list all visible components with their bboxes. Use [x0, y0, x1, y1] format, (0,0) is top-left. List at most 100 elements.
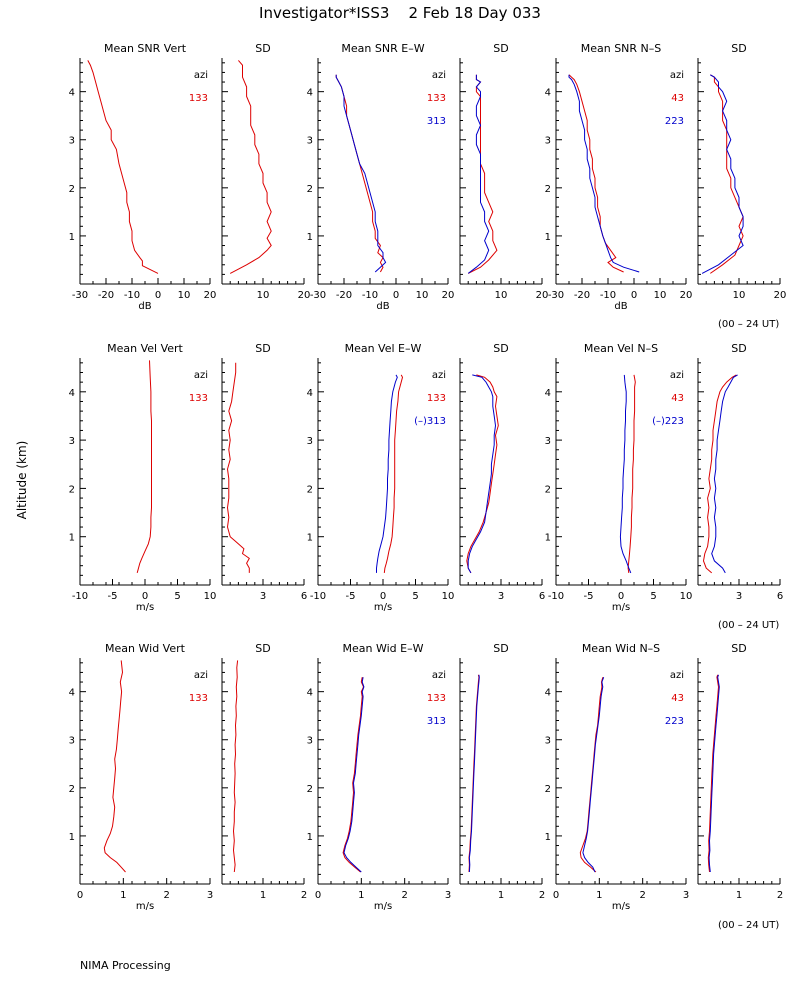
x-tick-label: 6 — [539, 591, 545, 602]
x-tick-label: 20 — [204, 290, 217, 301]
x-tick-label: 20 — [680, 290, 693, 301]
y-tick-label: 2 — [545, 484, 551, 495]
series-line — [707, 674, 720, 873]
time-range-row2: (00 – 24 UT) — [718, 620, 780, 631]
y-tick-label: 3 — [69, 736, 75, 747]
legend-entry: 223 — [665, 116, 684, 127]
x-tick-label: 6 — [777, 591, 783, 602]
legend-azi: azi — [432, 70, 446, 81]
x-axis-label: dB — [138, 301, 151, 312]
x-tick-label: 2 — [539, 890, 545, 901]
legend-entry: 133 — [189, 693, 208, 704]
series-line — [232, 660, 239, 873]
x-tick-label: 3 — [736, 591, 742, 602]
x-tick-label: 2 — [777, 890, 783, 901]
series-line — [383, 374, 404, 573]
x-tick-label: -5 — [108, 591, 118, 602]
legend-entry: 133 — [427, 393, 446, 404]
y-tick-label: 1 — [307, 533, 313, 544]
legend-azi: azi — [432, 370, 446, 381]
series-line — [701, 74, 744, 274]
x-tick-label: 3 — [260, 591, 266, 602]
y-tick-label: 4 — [69, 388, 75, 399]
x-tick-label: 0 — [631, 290, 637, 301]
panel-title: Mean SNR N–S — [581, 42, 662, 55]
panel-title: Mean Vel N–S — [584, 342, 658, 355]
x-tick-label: -10 — [310, 591, 326, 602]
series-line — [226, 362, 250, 573]
series-line — [702, 374, 737, 574]
y-tick-label: 4 — [545, 88, 551, 99]
y-tick-label: 4 — [69, 88, 75, 99]
panel-title: SD — [255, 642, 270, 655]
x-tick-label: 10 — [442, 591, 455, 602]
x-tick-label: -10 — [548, 591, 564, 602]
panel-title: SD — [493, 342, 508, 355]
x-tick-label: 0 — [155, 290, 161, 301]
y-tick-label: 3 — [545, 136, 551, 147]
x-axis-label: m/s — [612, 602, 630, 613]
y-tick-label: 1 — [69, 832, 75, 843]
series-line — [568, 74, 640, 273]
panel-title: SD — [255, 342, 270, 355]
x-tick-label: -10 — [362, 290, 378, 301]
x-tick-label: 0 — [553, 890, 559, 901]
x-tick-label: 2 — [301, 890, 307, 901]
x-axis-label: m/s — [136, 901, 154, 912]
x-tick-label: -30 — [310, 290, 326, 301]
legend-azi: azi — [670, 370, 684, 381]
y-tick-label: 2 — [545, 784, 551, 795]
x-tick-label: -10 — [600, 290, 616, 301]
legend-entry: (–)313 — [414, 416, 446, 427]
series-line — [467, 74, 490, 274]
panel-title: Mean Wid Vert — [105, 642, 186, 655]
y-tick-label: 2 — [69, 784, 75, 795]
series-line — [568, 74, 624, 273]
x-tick-label: 20 — [774, 290, 787, 301]
x-tick-label: 0 — [315, 890, 321, 901]
x-axis-label: dB — [614, 301, 627, 312]
x-tick-label: 5 — [412, 591, 418, 602]
y-tick-label: 1 — [307, 832, 313, 843]
x-tick-label: 0 — [618, 591, 624, 602]
panel-title: SD — [493, 642, 508, 655]
y-tick-label: 4 — [307, 388, 313, 399]
series-line — [466, 374, 499, 574]
x-tick-label: -20 — [98, 290, 114, 301]
x-tick-label: -5 — [346, 591, 356, 602]
panel-title: SD — [731, 342, 746, 355]
y-tick-label: 2 — [307, 784, 313, 795]
y-tick-label: 1 — [545, 232, 551, 243]
legend-entry: 133 — [189, 93, 208, 104]
panel-title: SD — [255, 42, 270, 55]
panel-title: Mean Vel Vert — [107, 342, 183, 355]
x-tick-label: -20 — [336, 290, 352, 301]
x-tick-label: -10 — [72, 591, 88, 602]
x-tick-label: 2 — [639, 890, 645, 901]
y-tick-label: 2 — [69, 484, 75, 495]
legend-azi: azi — [194, 670, 208, 681]
x-tick-label: 1 — [596, 890, 602, 901]
legend-entry: 133 — [189, 393, 208, 404]
x-tick-label: 2 — [401, 890, 407, 901]
time-range-row1: (00 – 24 UT) — [718, 319, 780, 330]
y-tick-label: 3 — [545, 436, 551, 447]
legend-entry: (–)223 — [652, 416, 684, 427]
x-tick-label: 20 — [536, 290, 549, 301]
panel-title: SD — [731, 42, 746, 55]
legend-entry: 43 — [671, 693, 684, 704]
series-line — [708, 674, 720, 873]
x-axis-label: dB — [376, 301, 389, 312]
legend-entry: 133 — [427, 693, 446, 704]
x-tick-label: 10 — [204, 591, 217, 602]
x-tick-label: 0 — [393, 290, 399, 301]
x-tick-label: -30 — [72, 290, 88, 301]
panel-title: Mean Wid E–W — [343, 642, 424, 655]
x-axis-label: m/s — [612, 901, 630, 912]
y-tick-label: 3 — [69, 436, 75, 447]
x-tick-label: -20 — [574, 290, 590, 301]
legend-entry: 43 — [671, 393, 684, 404]
series-line — [468, 674, 480, 873]
x-tick-label: 0 — [77, 890, 83, 901]
series-line — [335, 74, 387, 273]
